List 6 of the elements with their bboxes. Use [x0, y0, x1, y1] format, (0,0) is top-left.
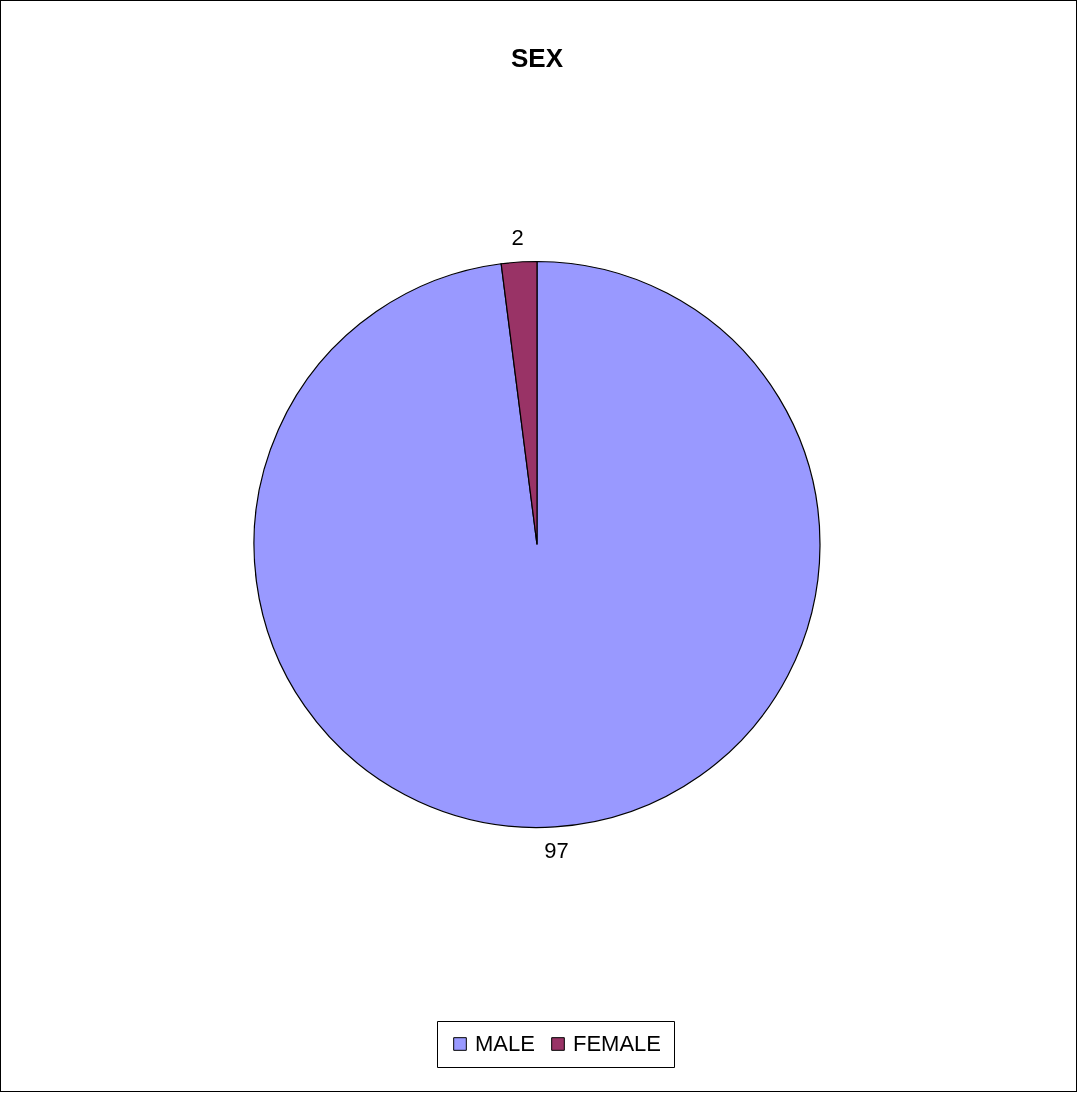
data-label: 97	[544, 837, 569, 863]
data-label: 2	[511, 225, 524, 251]
legend-label: MALE	[475, 1031, 535, 1056]
chart-title: SEX	[510, 43, 564, 73]
pie-slice	[253, 260, 821, 828]
legend-label: FEMALE	[573, 1031, 662, 1056]
